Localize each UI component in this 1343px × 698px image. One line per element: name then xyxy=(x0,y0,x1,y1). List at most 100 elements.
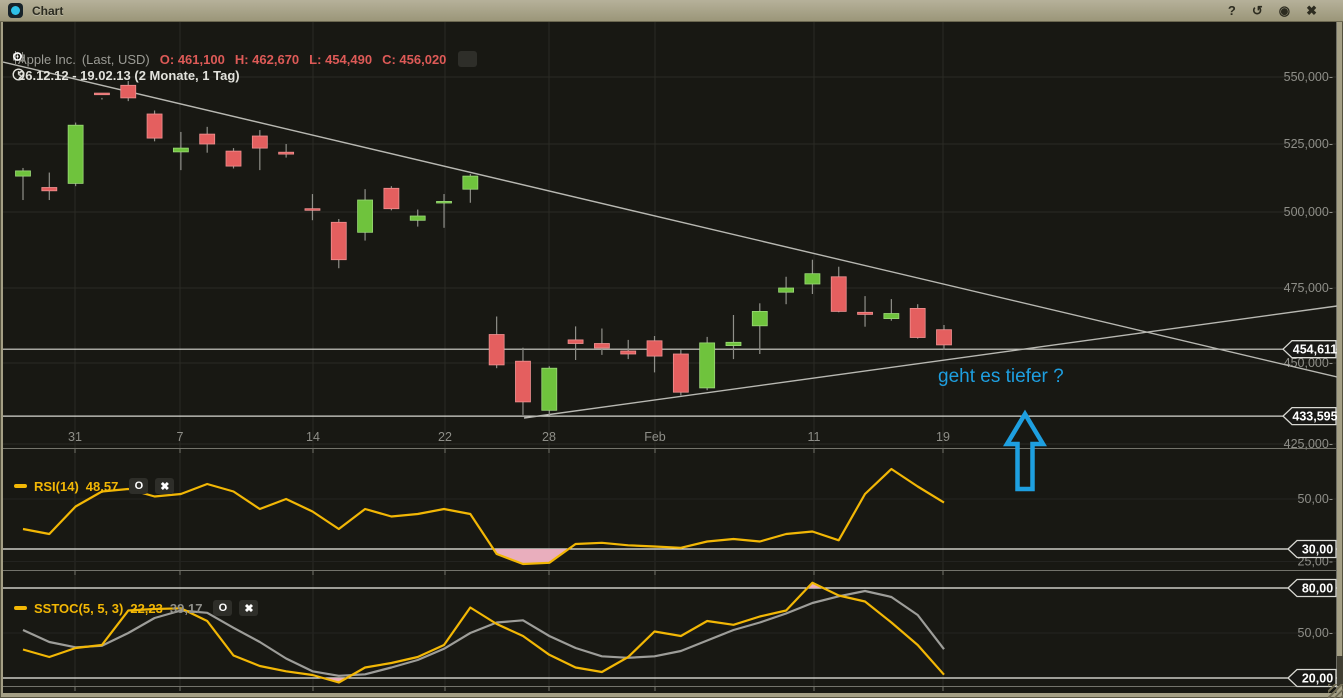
rsi-options-button[interactable]: O xyxy=(129,478,149,494)
candle[interactable] xyxy=(699,336,716,391)
instrument-name[interactable]: Apple Inc. xyxy=(18,51,76,67)
candle[interactable] xyxy=(594,328,610,355)
candle-body[interactable] xyxy=(41,187,58,192)
candle[interactable] xyxy=(330,218,347,269)
candle-body[interactable] xyxy=(304,208,321,211)
candle[interactable] xyxy=(751,303,768,354)
candle-body[interactable] xyxy=(146,113,163,139)
candle[interactable] xyxy=(383,186,400,211)
candle[interactable] xyxy=(515,347,531,415)
candle[interactable] xyxy=(120,81,137,102)
refresh-icon[interactable]: ↺ xyxy=(1251,3,1263,18)
rsi-close-button[interactable]: ✖ xyxy=(155,478,175,494)
candle-body[interactable] xyxy=(199,133,216,145)
candle[interactable] xyxy=(857,296,873,327)
candle-body[interactable] xyxy=(120,84,137,99)
candle-body[interactable] xyxy=(804,273,821,285)
candle[interactable] xyxy=(936,324,952,350)
candle-body[interactable] xyxy=(909,307,926,338)
resize-grip[interactable] xyxy=(1328,684,1343,698)
up-arrow-annotation[interactable] xyxy=(1003,409,1047,492)
candle-body[interactable] xyxy=(409,215,426,221)
sstoc-label[interactable]: SSTOC(5, 5, 3) xyxy=(34,600,124,616)
candle-body[interactable] xyxy=(594,343,610,349)
candle-body[interactable] xyxy=(830,276,847,312)
sstoc-header: SSTOC(5, 5, 3) 22,23 39,17 O ✖ xyxy=(14,600,259,616)
candle[interactable] xyxy=(304,194,321,221)
candle-body[interactable] xyxy=(778,287,795,293)
sstoc-d-line[interactable] xyxy=(22,589,945,677)
candle[interactable] xyxy=(67,122,84,187)
candle-body[interactable] xyxy=(857,311,873,315)
window-titlebar[interactable]: Chart ? ↺ ◉ ✖ xyxy=(0,0,1343,22)
candle-body[interactable] xyxy=(515,360,531,403)
candle[interactable] xyxy=(225,148,242,169)
rsi-line[interactable] xyxy=(22,467,945,566)
price-axis-label: 525,000- xyxy=(1284,137,1333,151)
candle[interactable] xyxy=(725,315,742,360)
candle[interactable] xyxy=(251,130,268,171)
window-title: Chart xyxy=(32,3,64,18)
candle[interactable] xyxy=(409,209,426,227)
candle-body[interactable] xyxy=(488,334,505,366)
text-annotation[interactable]: geht es tiefer ? xyxy=(938,366,1064,387)
candle-body[interactable] xyxy=(725,341,742,346)
scrollbar-thumb[interactable] xyxy=(1337,656,1343,686)
candle-body[interactable] xyxy=(330,221,347,261)
candle[interactable] xyxy=(172,131,189,171)
candle[interactable] xyxy=(541,366,558,416)
candle-body[interactable] xyxy=(883,313,900,319)
date-axis-label: 11 xyxy=(808,430,821,444)
candle[interactable] xyxy=(278,144,295,158)
help-icon[interactable]: ? xyxy=(1227,3,1236,18)
candle[interactable] xyxy=(672,349,689,396)
candle[interactable] xyxy=(15,167,31,201)
sstoc-close-button[interactable]: ✖ xyxy=(239,600,259,616)
sstoc-k-line[interactable] xyxy=(22,581,945,684)
candle-body[interactable] xyxy=(936,329,952,346)
trendline[interactable] xyxy=(523,305,1337,419)
candle[interactable] xyxy=(830,266,847,313)
candle-body[interactable] xyxy=(672,353,689,393)
record-icon[interactable]: ◉ xyxy=(1278,3,1291,18)
candle[interactable] xyxy=(436,194,452,228)
candle[interactable] xyxy=(462,173,479,203)
candle[interactable] xyxy=(804,259,821,294)
sstoc-d-value: 39,17 xyxy=(169,600,203,616)
candle-body[interactable] xyxy=(620,350,637,355)
instrument-options-button[interactable] xyxy=(13,51,478,67)
candle-body[interactable] xyxy=(699,342,716,389)
candle[interactable] xyxy=(41,172,58,201)
candle-body[interactable] xyxy=(383,187,400,210)
rsi-label[interactable]: RSI(14) xyxy=(34,478,79,494)
sstoc-options-button[interactable]: O xyxy=(213,600,233,616)
candle-body[interactable] xyxy=(646,340,663,357)
candle-body[interactable] xyxy=(541,367,558,411)
candle[interactable] xyxy=(94,92,110,100)
candle-body[interactable] xyxy=(225,150,242,167)
candle[interactable] xyxy=(909,304,926,339)
candle-body[interactable] xyxy=(751,310,768,327)
candle[interactable] xyxy=(146,110,163,142)
candle[interactable] xyxy=(883,299,900,321)
candle[interactable] xyxy=(646,336,663,373)
candle-body[interactable] xyxy=(357,199,373,233)
candle-body[interactable] xyxy=(462,175,479,190)
candle-body[interactable] xyxy=(67,124,84,184)
trendline[interactable] xyxy=(3,61,1337,378)
candle-body[interactable] xyxy=(94,92,110,96)
candle[interactable] xyxy=(778,276,795,305)
candle[interactable] xyxy=(357,189,373,241)
candle-body[interactable] xyxy=(567,339,584,344)
period-label[interactable]: 26.12.12 - 19.02.13 (2 Monate, 1 Tag) xyxy=(18,68,240,83)
candle[interactable] xyxy=(567,326,584,360)
candle-body[interactable] xyxy=(15,170,31,177)
close-icon[interactable]: ✖ xyxy=(1306,3,1317,18)
candle[interactable] xyxy=(620,339,637,360)
candle-body[interactable] xyxy=(251,135,268,149)
candle-body[interactable] xyxy=(278,151,295,155)
candle-body[interactable] xyxy=(436,200,452,204)
candle-body[interactable] xyxy=(172,147,189,153)
candle[interactable] xyxy=(199,126,216,153)
candle[interactable] xyxy=(488,316,505,369)
